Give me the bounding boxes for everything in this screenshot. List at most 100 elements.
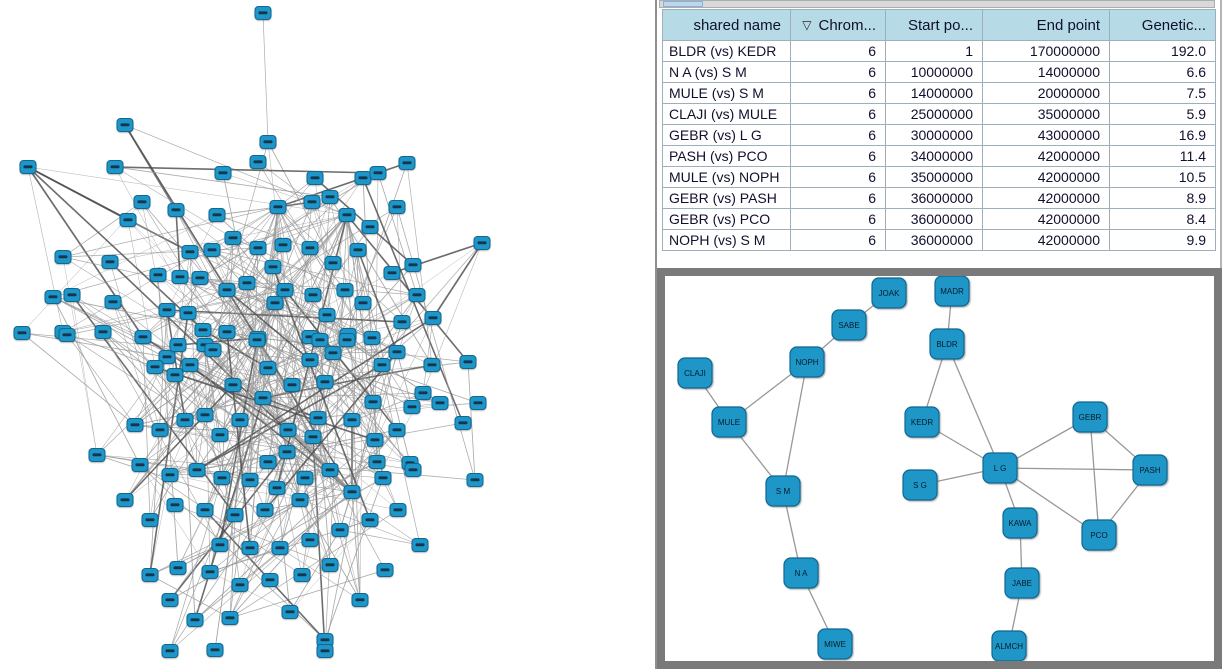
network-node[interactable] (404, 463, 422, 477)
network-edge[interactable] (157, 274, 179, 569)
network-node[interactable]: JOAK (871, 277, 907, 309)
table-cell[interactable]: 25000000 (885, 103, 983, 125)
network-node[interactable] (279, 423, 297, 437)
network-node[interactable] (366, 433, 384, 447)
network-node[interactable] (264, 260, 282, 274)
network-node[interactable] (254, 6, 272, 20)
table-cell[interactable]: 9.9 (1109, 229, 1216, 251)
table-cell[interactable]: 6 (790, 103, 886, 125)
network-node[interactable] (336, 283, 354, 297)
network-node[interactable] (44, 290, 62, 304)
network-edge[interactable] (211, 206, 279, 251)
network-node[interactable] (259, 361, 277, 375)
network-edge[interactable] (232, 247, 259, 386)
network-edge[interactable] (319, 339, 331, 471)
network-node[interactable] (296, 471, 314, 485)
network-edge[interactable] (359, 302, 364, 601)
network-edge[interactable] (196, 317, 434, 471)
network-node[interactable] (343, 485, 361, 499)
network-edge[interactable] (71, 294, 98, 456)
network-node[interactable]: L G (982, 452, 1018, 484)
network-node[interactable]: CLAJI (677, 357, 713, 389)
network-edge[interactable] (216, 214, 311, 249)
network-node[interactable] (208, 208, 226, 222)
network-edge[interactable] (257, 214, 348, 249)
network-node[interactable] (324, 256, 342, 270)
column-header-chromosome[interactable]: ▽ Chrom... (790, 9, 886, 41)
network-edge[interactable] (166, 356, 441, 404)
network-node[interactable] (116, 493, 134, 507)
network-edge[interactable] (21, 332, 168, 358)
column-header-end-point[interactable]: End point (982, 9, 1110, 41)
network-edge[interactable] (169, 381, 326, 601)
network-node[interactable] (338, 333, 356, 347)
network-node[interactable] (276, 283, 294, 297)
network-edge[interactable] (102, 331, 269, 463)
network-node[interactable] (119, 213, 137, 227)
network-node[interactable] (301, 241, 319, 255)
network-node[interactable] (473, 236, 491, 250)
network-node[interactable] (201, 565, 219, 579)
network-node[interactable] (211, 538, 229, 552)
network-edge[interactable] (432, 242, 483, 319)
network-edge[interactable] (291, 384, 331, 471)
network-edge[interactable] (221, 264, 414, 479)
network-node[interactable] (151, 423, 169, 437)
network-node[interactable] (224, 231, 242, 245)
network-edge[interactable] (27, 166, 348, 216)
table-cell[interactable]: 10000000 (885, 61, 983, 83)
network-node[interactable] (181, 358, 199, 372)
table-row[interactable]: PASH (vs) PCO 6 34000000 42000000 11.4 (662, 145, 1216, 167)
network-node[interactable] (331, 523, 349, 537)
network-edge[interactable] (357, 249, 364, 304)
network-node[interactable] (63, 288, 81, 302)
network-edge[interactable] (289, 529, 341, 613)
table-cell[interactable]: 6 (790, 61, 886, 83)
network-edge[interactable] (279, 547, 361, 601)
network-edge[interactable] (309, 359, 376, 441)
network-node[interactable] (363, 331, 381, 345)
network-node[interactable] (224, 378, 242, 392)
network-node[interactable]: JABE (1004, 567, 1040, 599)
table-cell[interactable]: GEBR (vs) PCO (662, 208, 791, 230)
network-node[interactable] (196, 503, 214, 517)
network-edge[interactable] (149, 544, 221, 576)
network-edge[interactable] (351, 317, 434, 493)
network-node[interactable] (133, 195, 151, 209)
network-node[interactable] (388, 345, 406, 359)
network-node[interactable] (388, 423, 406, 437)
network-edge[interactable] (329, 196, 433, 366)
network-node[interactable] (188, 463, 206, 477)
network-node[interactable] (364, 395, 382, 409)
table-row[interactable]: GEBR (vs) PASH 6 36000000 42000000 8.9 (662, 187, 1216, 209)
network-edge[interactable] (324, 401, 374, 652)
network-node[interactable] (203, 243, 221, 257)
network-node[interactable] (376, 563, 394, 577)
table-cell[interactable]: CLAJI (vs) MULE (662, 103, 791, 125)
table-cell[interactable]: 8.4 (1109, 208, 1216, 230)
network-node[interactable] (268, 481, 286, 495)
table-cell[interactable]: 34000000 (885, 145, 983, 167)
network-edge[interactable] (62, 256, 98, 456)
network-edge[interactable] (184, 419, 251, 481)
network-edge[interactable] (209, 547, 281, 573)
network-node[interactable] (254, 391, 272, 405)
network-edge[interactable] (114, 166, 379, 174)
network-node[interactable] (373, 358, 391, 372)
network-node[interactable] (213, 471, 231, 485)
network-edge[interactable] (27, 166, 204, 331)
network-node[interactable] (104, 295, 122, 309)
network-node[interactable] (403, 400, 421, 414)
network-node[interactable] (324, 346, 342, 360)
network-node[interactable] (211, 428, 229, 442)
network-edge[interactable] (149, 574, 231, 619)
network-node[interactable] (351, 593, 369, 607)
table-cell[interactable]: 6 (790, 40, 886, 62)
network-node[interactable] (404, 258, 422, 272)
table-cell[interactable]: NOPH (vs) S M (662, 229, 791, 251)
network-edge[interactable] (141, 201, 264, 399)
network-edge[interactable] (212, 349, 288, 453)
network-node[interactable] (281, 605, 299, 619)
network-node[interactable] (101, 255, 119, 269)
network-node[interactable] (194, 323, 212, 337)
